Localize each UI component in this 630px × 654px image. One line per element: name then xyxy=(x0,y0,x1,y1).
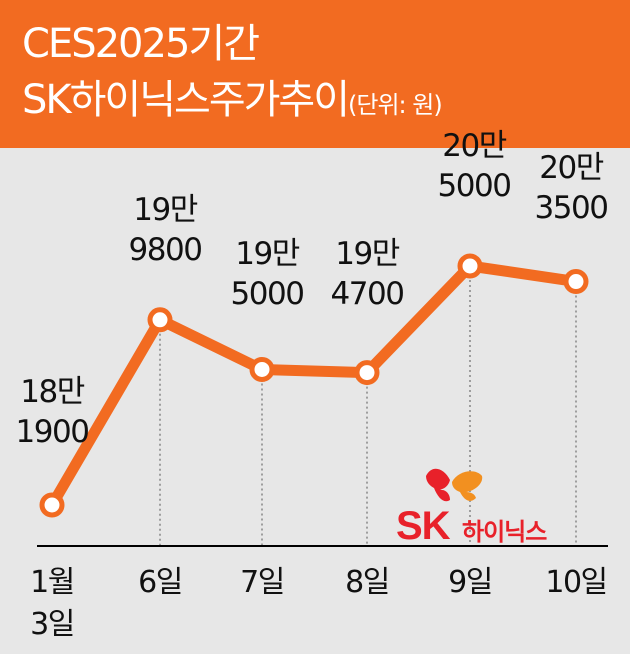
data-label: 19만 9800 xyxy=(129,192,202,268)
data-points xyxy=(39,253,589,518)
data-labels: 18만 1900 19만 9800 19만 5000 19만 4700 20만 5000 20만 35… xyxy=(16,128,609,450)
data-label: 19만 5000 xyxy=(231,236,304,312)
data-point xyxy=(249,356,275,382)
sk-hynix-logo: SK 하이닉스 xyxy=(392,462,582,548)
grid-lines xyxy=(159,280,577,546)
data-label: 19만 4700 xyxy=(331,236,404,312)
data-point xyxy=(147,307,173,333)
data-point xyxy=(563,269,589,295)
x-tick-label: 10일 xyxy=(545,565,606,600)
chart-title-line2: SK하이닉스주가추이(단위: 원) xyxy=(22,77,443,127)
data-label: 18만 1900 xyxy=(16,374,89,450)
unit-label: (단위: 원) xyxy=(348,91,443,119)
data-label: 20만 5000 xyxy=(438,128,511,204)
data-point xyxy=(457,253,483,279)
x-tick-label: 6일 xyxy=(138,565,182,600)
data-label: 20만 3500 xyxy=(535,150,608,226)
butterfly-logo-icon xyxy=(426,468,483,502)
data-point xyxy=(354,360,380,386)
header-banner: CES2025기간 SK하이닉스주가추이(단위: 원) xyxy=(0,0,630,148)
chart-title-line1: CES2025기간 xyxy=(22,21,260,67)
x-tick-label: 8일 xyxy=(345,565,389,600)
x-tick-label: 9일 xyxy=(448,565,492,600)
brand-name-text: 하이닉스 xyxy=(462,518,547,546)
series-line xyxy=(46,260,582,511)
chart-title-company: SK하이닉스주가추이 xyxy=(22,77,350,123)
x-tick-label: 7일 xyxy=(240,565,284,600)
stock-price-line xyxy=(46,260,582,511)
plot-area xyxy=(0,148,630,654)
x-tick-labels: 1월 3일 6일 7일 8일 9일 10일 xyxy=(30,565,608,642)
data-point xyxy=(39,492,65,518)
x-tick-label: 1월 3일 xyxy=(30,565,74,642)
brand-sk-text: SK xyxy=(396,504,451,548)
